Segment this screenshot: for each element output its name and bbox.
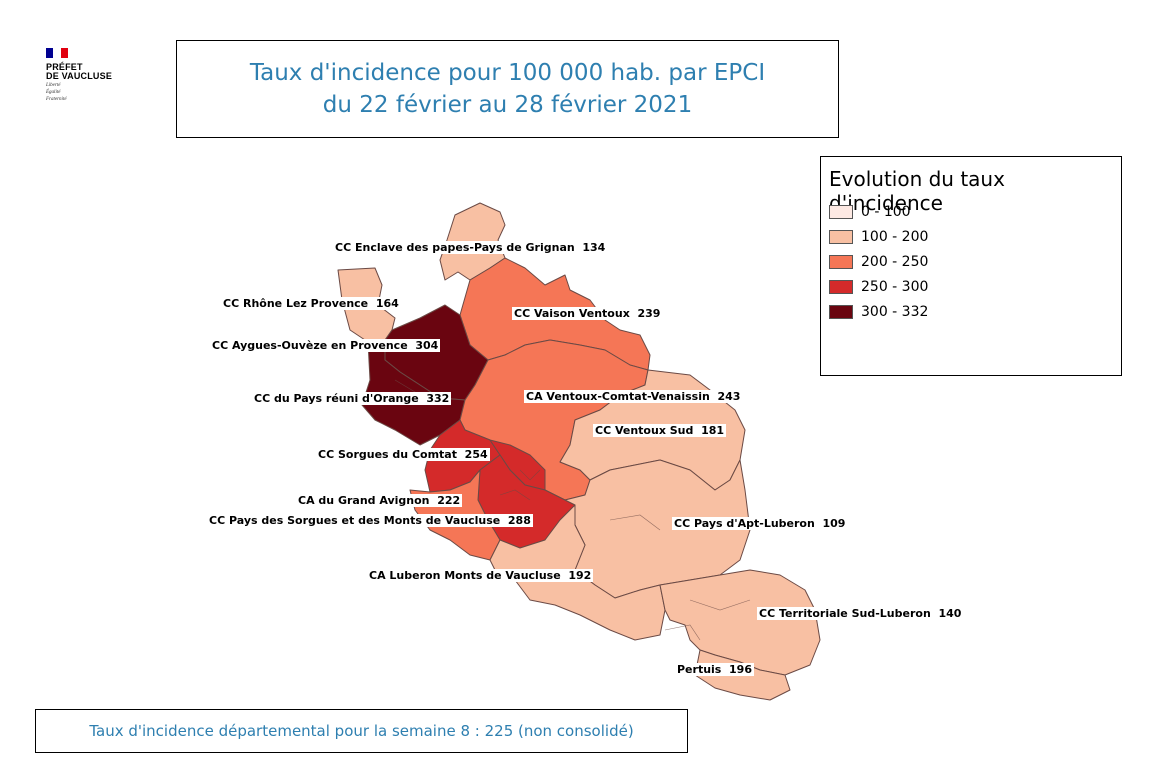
epci-value: 196 (729, 663, 752, 676)
epci-label: CC Pays d'Apt-Luberon 109 (672, 517, 848, 530)
logo-line-1: PRÉFET (46, 62, 83, 72)
epci-value: 181 (701, 424, 725, 437)
epci-name: CA Ventoux-Comtat-Venaissin (526, 390, 710, 403)
epci-label: CC Ventoux Sud 181 (593, 424, 727, 437)
legend-label: 200 - 250 (861, 254, 929, 270)
epci-value: 140 (938, 607, 962, 620)
legend-swatch (829, 280, 853, 294)
epci-value: 254 (464, 448, 488, 461)
epci-value: 304 (415, 339, 439, 352)
legend-swatch (829, 305, 853, 319)
epci-value: 192 (568, 569, 592, 582)
epci-value: 332 (426, 392, 450, 405)
epci-label: CC Pays des Sorgues et des Monts de Vauc… (207, 514, 533, 527)
epci-name: Pertuis (677, 663, 722, 676)
french-flag-icon (46, 48, 68, 58)
epci-label: CC Enclave des papes-Pays de Grignan 134 (333, 241, 608, 254)
epci-name: CC Territoriale Sud-Luberon (759, 607, 931, 620)
map-title-line-1: Taux d'incidence pour 100 000 hab. par E… (249, 60, 766, 86)
department-rate-text: Taux d'incidence départemental pour la s… (89, 722, 634, 740)
epci-label: CA Ventoux-Comtat-Venaissin 243 (524, 390, 743, 403)
epci-name: CC Pays des Sorgues et des Monts de Vauc… (209, 514, 501, 527)
region-territoriale-sud-luberon[interactable] (659, 569, 821, 676)
legend-label: 0 - 100 (861, 204, 911, 220)
map-title-box: Taux d'incidence pour 100 000 hab. par E… (176, 40, 839, 138)
flag-red (60, 48, 68, 58)
legend-item: 300 - 332 (829, 303, 928, 321)
epci-name: CA du Grand Avignon (298, 494, 430, 507)
epci-label: CC du Pays réuni d'Orange 332 (252, 392, 452, 405)
flag-white (53, 48, 61, 58)
commune-boundary (609, 514, 661, 531)
legend-label: 250 - 300 (861, 279, 929, 295)
department-rate-box: Taux d'incidence départemental pour la s… (35, 709, 688, 753)
legend-item: 250 - 300 (829, 278, 928, 296)
legend-item: 100 - 200 (829, 228, 928, 246)
epci-label: CC Sorgues du Comtat 254 (316, 448, 490, 461)
epci-label: CC Territoriale Sud-Luberon 140 (757, 607, 964, 620)
legend-item: 0 - 100 (829, 203, 911, 221)
epci-value: 109 (822, 517, 846, 530)
logo-motto-3: Fraternité (46, 97, 67, 102)
epci-name: CC Rhône Lez Provence (223, 297, 369, 310)
commune-boundary (499, 489, 531, 501)
epci-value: 134 (582, 241, 606, 254)
legend-swatch (829, 205, 853, 219)
epci-name: CC Ventoux Sud (595, 424, 694, 437)
commune-boundary (664, 624, 701, 641)
commune-boundary (689, 599, 751, 611)
epci-value: 243 (717, 390, 741, 403)
epci-label: CC Vaison Ventoux 239 (512, 307, 663, 320)
legend-swatch (829, 230, 853, 244)
epci-label: CC Rhône Lez Provence 164 (221, 297, 401, 310)
epci-label: CA du Grand Avignon 222 (296, 494, 463, 507)
epci-name: CA Luberon Monts de Vaucluse (369, 569, 561, 582)
map-title-line-2: du 22 février au 28 février 2021 (322, 92, 693, 118)
legend-label: 300 - 332 (861, 304, 929, 320)
flag-blue (46, 48, 54, 58)
legend-item: 200 - 250 (829, 253, 928, 271)
logo-motto-1: Liberté (46, 83, 61, 88)
commune-boundary (519, 469, 541, 481)
legend-label: 100 - 200 (861, 229, 929, 245)
epci-name: CC Vaison Ventoux (514, 307, 630, 320)
epci-value: 288 (507, 514, 531, 527)
logo-motto-2: Égalité (46, 90, 61, 95)
epci-name: CC Pays d'Apt-Luberon (674, 517, 815, 530)
epci-name: CC Enclave des papes-Pays de Grignan (335, 241, 575, 254)
logo-line-2: DE VAUCLUSE (46, 71, 113, 81)
epci-value: 164 (375, 297, 399, 310)
epci-name: CC Sorgues du Comtat (318, 448, 457, 461)
epci-name: CC du Pays réuni d'Orange (254, 392, 419, 405)
epci-label: CA Luberon Monts de Vaucluse 192 (367, 569, 594, 582)
epci-label: CC Aygues-Ouvèze en Provence 304 (210, 339, 441, 352)
prefecture-logo: PRÉFET DE VAUCLUSE Liberté Égalité Frate… (46, 48, 136, 102)
epci-value: 239 (637, 307, 661, 320)
epci-label: Pertuis 196 (675, 663, 754, 676)
epci-value: 222 (437, 494, 461, 507)
epci-name: CC Aygues-Ouvèze en Provence (212, 339, 408, 352)
legend-swatch (829, 255, 853, 269)
map-legend: Evolution du taux d'incidence 0 - 100 10… (820, 156, 1122, 376)
